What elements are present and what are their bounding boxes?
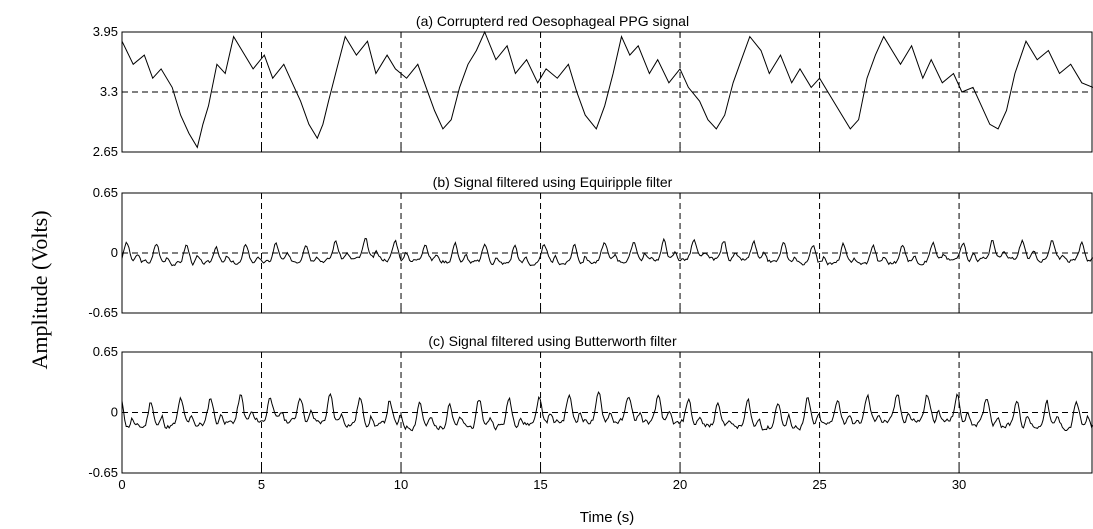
- panel-2: (b) Signal filtered using Equiripple fil…: [88, 174, 1093, 320]
- x-tick-label: 15: [533, 477, 547, 492]
- chart-title: (c) Signal filtered using Butterworth fi…: [428, 333, 677, 349]
- y-tick-label: 0.65: [93, 344, 118, 359]
- y-tick-label: 3.3: [100, 84, 118, 99]
- y-tick-label: -0.65: [88, 465, 118, 480]
- y-tick-label: 0: [111, 405, 118, 420]
- y-tick-label: -0.65: [88, 305, 118, 320]
- figure-y-axis-label: Amplitude (Volts): [27, 210, 52, 369]
- y-tick-label: 2.65: [93, 144, 118, 159]
- series-line: [121, 390, 1093, 432]
- panels: (a) Corrupterd red Oesophageal PPG signa…: [88, 13, 1093, 492]
- series-line: [121, 237, 1093, 267]
- x-tick-label: 20: [673, 477, 687, 492]
- x-tick-label: 30: [952, 477, 966, 492]
- y-tick-label: 3.95: [93, 24, 118, 39]
- x-tick-label: 5: [258, 477, 265, 492]
- chart-title: (b) Signal filtered using Equiripple fil…: [433, 174, 673, 190]
- y-tick-label: 0: [111, 245, 118, 260]
- y-tick-label: 0.65: [93, 185, 118, 200]
- x-tick-label: 25: [812, 477, 826, 492]
- panel-1: (a) Corrupterd red Oesophageal PPG signa…: [93, 13, 1093, 159]
- figure-x-axis-label: Time (s): [580, 509, 634, 526]
- series-line: [121, 30, 1093, 149]
- x-tick-label: 10: [394, 477, 408, 492]
- panel-3: (c) Signal filtered using Butterworth fi…: [88, 333, 1093, 492]
- x-tick-label: 0: [118, 477, 125, 492]
- chart-title: (a) Corrupterd red Oesophageal PPG signa…: [416, 13, 689, 29]
